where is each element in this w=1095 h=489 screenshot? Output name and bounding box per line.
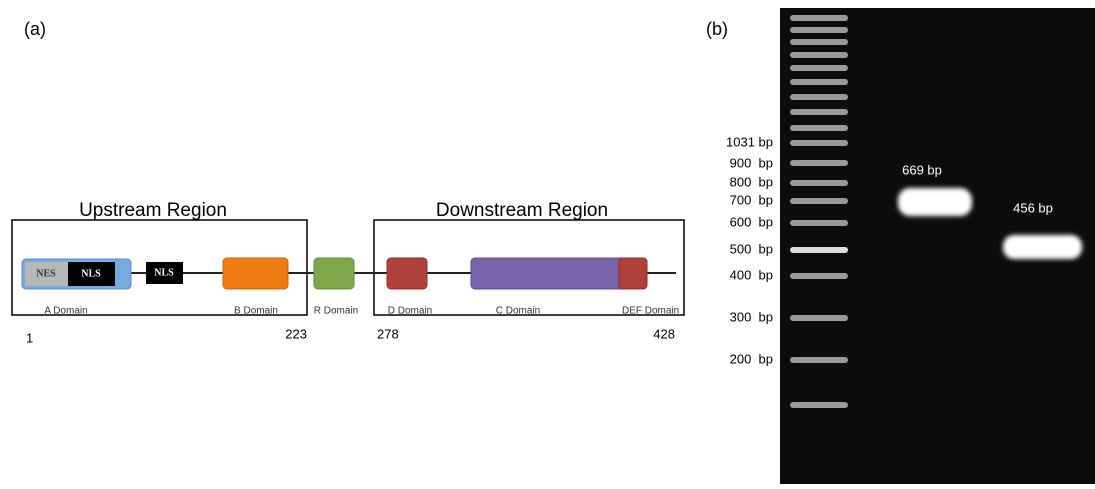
band-label: 669 bp [902, 162, 942, 177]
ladder-label: 700 bp [730, 192, 773, 207]
ladder-band [790, 220, 848, 226]
position-label: 278 [377, 326, 399, 341]
motif-label: NLS [81, 268, 101, 279]
panel-label: (b) [706, 19, 728, 39]
d-domain [387, 258, 427, 289]
figure: (a) Upstream Region Downstream Region NE… [0, 0, 1095, 484]
ladder-label: 900 bp [730, 155, 773, 170]
ladder-label: 600 bp [730, 214, 773, 229]
region-title: Downstream Region [436, 200, 608, 221]
ladder-label: 500 bp [730, 241, 773, 256]
position-label: 428 [653, 326, 675, 341]
motif-label: NLS [154, 267, 174, 278]
ladder-band [790, 247, 848, 253]
ladder-band [790, 160, 848, 166]
ladder-band [790, 79, 848, 85]
panel-label: (a) [24, 19, 46, 39]
position-label: 1 [26, 330, 33, 345]
ladder-band [790, 94, 848, 100]
ladder-label: 800 bp [730, 174, 773, 189]
domain-label: DEF Domain [622, 306, 679, 317]
ladder-label: 1031 bp [726, 134, 773, 149]
b-domain [223, 258, 288, 289]
def-domain [619, 258, 647, 289]
ladder-labels: 1031 bp 900 bp 800 bp 700 bp 600 bp 500 bp 400… [726, 134, 773, 366]
ladder-label: 300 bp [730, 309, 773, 324]
ladder-band [790, 52, 848, 58]
ladder-label: 200 bp [730, 351, 773, 366]
ladder-band [790, 39, 848, 45]
position-label: 223 [285, 326, 307, 341]
ladder-band [790, 273, 848, 279]
ladder-band [790, 180, 848, 186]
domain-label: C Domain [496, 306, 540, 317]
ladder-band [790, 27, 848, 33]
ladder-label: 400 bp [730, 267, 773, 282]
ladder-band [790, 140, 848, 146]
ladder-band [790, 15, 848, 21]
ladder-band [790, 357, 848, 363]
ladder-band [790, 125, 848, 131]
ladder-band [790, 402, 848, 408]
ladder-band [790, 109, 848, 115]
motif-label: NES [36, 268, 56, 279]
domain-label: B Domain [234, 306, 278, 317]
domain-label: R Domain [314, 306, 358, 317]
band-label: 456 bp [1013, 200, 1053, 215]
gel-band [1003, 235, 1082, 259]
region-title: Upstream Region [79, 200, 227, 221]
gel-band [898, 188, 972, 216]
ladder-band [790, 65, 848, 71]
domain-label: D Domain [388, 306, 432, 317]
ladder-band [790, 315, 848, 321]
ladder-band [790, 198, 848, 204]
domain-label: A Domain [44, 306, 87, 317]
r-domain [314, 258, 354, 289]
